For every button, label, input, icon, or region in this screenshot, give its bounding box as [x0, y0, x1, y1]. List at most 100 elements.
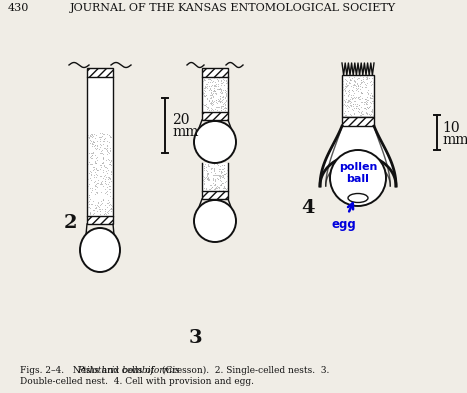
Point [205, 163, 212, 169]
Point [90, 138, 97, 144]
Point [207, 105, 215, 112]
Point [207, 182, 214, 188]
Point [342, 80, 349, 86]
Point [221, 101, 229, 107]
Point [92, 183, 99, 189]
Point [223, 167, 230, 173]
Point [212, 181, 219, 187]
Point [217, 93, 224, 99]
Point [207, 87, 214, 94]
Point [99, 159, 107, 165]
Point [106, 145, 113, 151]
Point [99, 197, 107, 204]
Point [341, 102, 348, 108]
Point [104, 176, 111, 182]
Point [359, 90, 366, 96]
Point [216, 98, 223, 105]
Point [350, 105, 357, 111]
Point [347, 77, 354, 83]
Point [206, 84, 213, 91]
Point [204, 79, 211, 85]
Point [222, 178, 230, 184]
Point [98, 150, 106, 156]
Point [342, 81, 350, 87]
Point [213, 104, 220, 110]
Point [89, 141, 96, 147]
Point [91, 164, 98, 170]
Point [106, 132, 113, 138]
Point [98, 160, 106, 166]
Point [106, 157, 113, 163]
Point [106, 147, 113, 153]
Point [92, 160, 100, 167]
Point [368, 81, 376, 87]
Point [87, 130, 95, 137]
Point [101, 206, 109, 212]
Point [361, 84, 369, 90]
Point [368, 107, 375, 114]
Point [106, 193, 113, 199]
Point [362, 101, 370, 107]
Point [103, 181, 110, 187]
Point [203, 85, 211, 91]
Point [212, 90, 219, 96]
Point [200, 164, 208, 171]
Point [92, 188, 99, 195]
Bar [87, 216, 113, 224]
Point [215, 104, 222, 110]
Point [102, 134, 109, 141]
Point [96, 166, 104, 173]
Point [93, 142, 101, 148]
Point [102, 145, 110, 152]
Point [222, 97, 230, 103]
Point [205, 176, 212, 183]
Point [106, 159, 114, 165]
Point [216, 166, 224, 173]
Point [91, 191, 99, 198]
Point [346, 77, 354, 83]
Point [205, 98, 212, 104]
Point [91, 179, 98, 185]
Point [340, 92, 348, 98]
Point [357, 93, 364, 99]
Point [207, 182, 214, 188]
Point [89, 210, 97, 217]
Point [219, 185, 227, 191]
Point [354, 101, 361, 107]
Point [354, 83, 362, 90]
Point [106, 207, 113, 213]
Point [209, 78, 217, 84]
Point [347, 100, 354, 106]
Point [202, 167, 210, 173]
Point [343, 78, 351, 84]
Point [214, 83, 222, 89]
Point [85, 150, 92, 156]
Point [223, 78, 230, 84]
Point [106, 161, 113, 167]
Point [219, 90, 226, 97]
Point [219, 174, 226, 180]
Point [89, 166, 97, 173]
Point [363, 94, 370, 100]
Point [98, 130, 106, 136]
Point [350, 84, 357, 90]
Point [222, 92, 229, 99]
Point [210, 86, 217, 93]
Point [358, 84, 366, 90]
Point [210, 186, 218, 192]
Point [99, 183, 106, 189]
Point [94, 177, 102, 183]
Point [362, 113, 369, 119]
Point [359, 90, 366, 96]
Point [223, 80, 230, 86]
Point [358, 99, 366, 105]
Point [346, 98, 354, 104]
Point [106, 176, 113, 183]
Point [219, 173, 227, 179]
Point [86, 140, 93, 146]
Point [220, 171, 228, 177]
Point [345, 104, 353, 110]
Point [211, 177, 219, 183]
Point [363, 99, 371, 105]
Point [342, 112, 350, 118]
